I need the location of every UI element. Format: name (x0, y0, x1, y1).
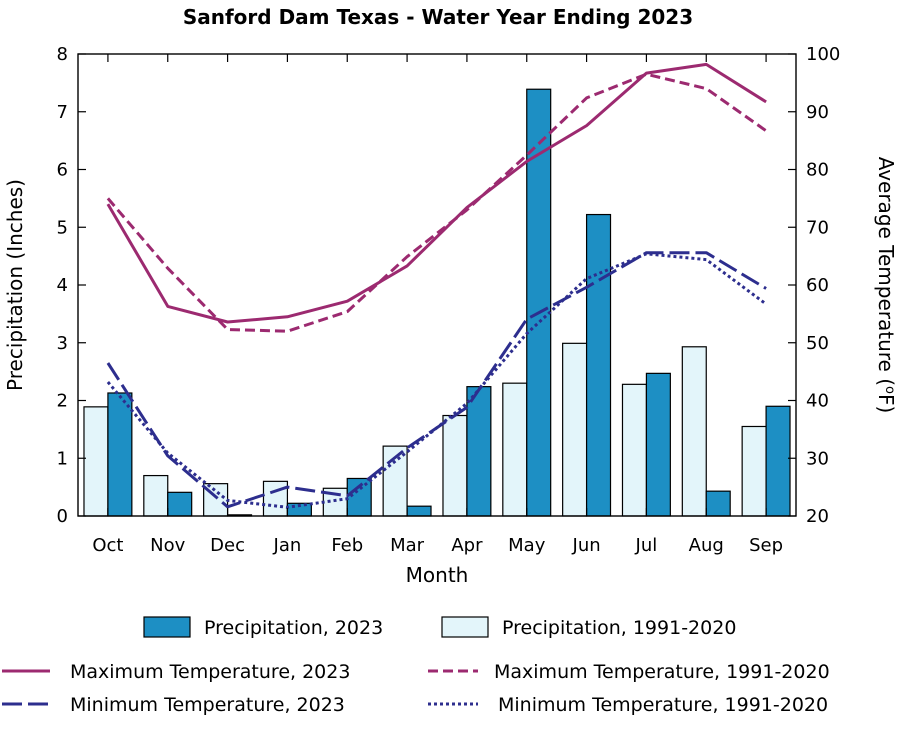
y-right-tick-label: 100 (806, 44, 840, 65)
y-right-tick-label: 70 (806, 217, 829, 238)
bar-precip-2023-jun (585, 213, 612, 517)
legend-swatch-precip-2023 (143, 616, 191, 638)
y-right-tick-label: 40 (806, 391, 829, 412)
y-right-tick-label: 30 (806, 448, 829, 469)
y-right-tick-label: 50 (806, 333, 829, 354)
x-tick-label-mar: Mar (390, 535, 425, 556)
y-axis-right-label: Average Temperature (oF) (874, 157, 898, 414)
y-axis-left-label: Precipitation (Inches) (3, 179, 27, 391)
legend-label-tmax-2023: Maximum Temperature, 2023 (70, 661, 350, 683)
y-left-tick-label: 8 (57, 44, 68, 65)
bar-precip-2023-jul (645, 372, 671, 517)
bar-precip-2023-mar (406, 505, 432, 517)
bar-precip-normal-jul (621, 383, 648, 517)
y-left-tick-label: 5 (57, 217, 68, 238)
x-tick-label-nov: Nov (150, 535, 185, 556)
x-axis-label: Month (406, 563, 469, 587)
x-tick-label-feb: Feb (331, 535, 363, 556)
bar-precip-normal-oct (83, 406, 109, 517)
legend-label-precip-2023: Precipitation, 2023 (204, 617, 383, 639)
x-tick-label-may: May (508, 535, 546, 556)
y-left-tick-label: 6 (57, 160, 68, 181)
bar-precip-2023-oct (107, 392, 133, 517)
y-left-tick-label: 0 (57, 506, 68, 527)
y-left-tick-label: 1 (57, 448, 68, 469)
bar-precip-2023-sep (765, 405, 791, 517)
y-right-tick-label: 80 (806, 160, 829, 181)
bar-precip-normal-may (502, 382, 528, 517)
bar-precip-normal-sep (741, 425, 767, 517)
tick-layer: 0 1 2 3 4 5 6 7 8 20 30 40 50 60 70 80 90 100 Oct Nov Dec Jan… (57, 44, 841, 556)
legend-label-tmax-normal: Maximum Temperature, 1991-2020 (494, 661, 830, 683)
x-tick-label-sep: Sep (749, 535, 783, 556)
y-right-tick-label: 60 (806, 275, 829, 296)
y-axis-right-label-prefix: Average Temperature ( (874, 157, 898, 386)
x-tick-label-apr: Apr (451, 535, 483, 556)
chart-title: Sanford Dam Texas - Water Year Ending 20… (183, 5, 693, 29)
y-left-tick-label: 3 (57, 333, 68, 354)
line-tmax-normal (106, 72, 767, 333)
bar-precip-2023-nov (167, 491, 193, 517)
bar-precip-normal-nov (143, 474, 169, 517)
legend-label-tmin-2023: Minimum Temperature, 2023 (70, 694, 345, 716)
x-tick-label-dec: Dec (210, 535, 245, 556)
y-right-tick-label: 20 (806, 506, 829, 527)
x-tick-label-jan: Jan (273, 535, 302, 556)
y-left-tick-label: 4 (57, 275, 68, 296)
legend-label-precip-normal: Precipitation, 1991-2020 (502, 617, 736, 639)
y-left-tick-label: 7 (57, 102, 68, 123)
bar-precip-normal-jun (562, 342, 588, 517)
line-layer (106, 62, 767, 509)
x-tick-label-jul: Jul (635, 535, 658, 556)
bar-precip-normal-jan (262, 480, 289, 517)
legend-swatch-precip-normal (441, 616, 489, 638)
bar-precip-2023-aug (705, 490, 731, 517)
bar-precip-normal-apr (442, 414, 468, 517)
bar-precip-2023-apr (466, 386, 492, 517)
bar-layer (83, 88, 791, 517)
line-tmin-normal (106, 252, 767, 509)
y-right-tick-label: 90 (806, 102, 829, 123)
y-axis-right-label-suffix: F) (874, 394, 898, 413)
x-tick-label-oct: Oct (92, 535, 123, 556)
x-tick-label-jun: Jun (572, 535, 601, 556)
y-left-tick-label: 2 (57, 391, 68, 412)
x-tick-label-aug: Aug (689, 535, 724, 556)
legend-label-tmin-normal: Minimum Temperature, 1991-2020 (498, 694, 828, 716)
legend: Precipitation, 2023 Precipitation, 1991-… (2, 616, 830, 716)
bar-precip-normal-aug (681, 346, 707, 517)
y-axis-right-label-degree: o (882, 386, 897, 394)
line-tmax-2023 (106, 62, 767, 324)
